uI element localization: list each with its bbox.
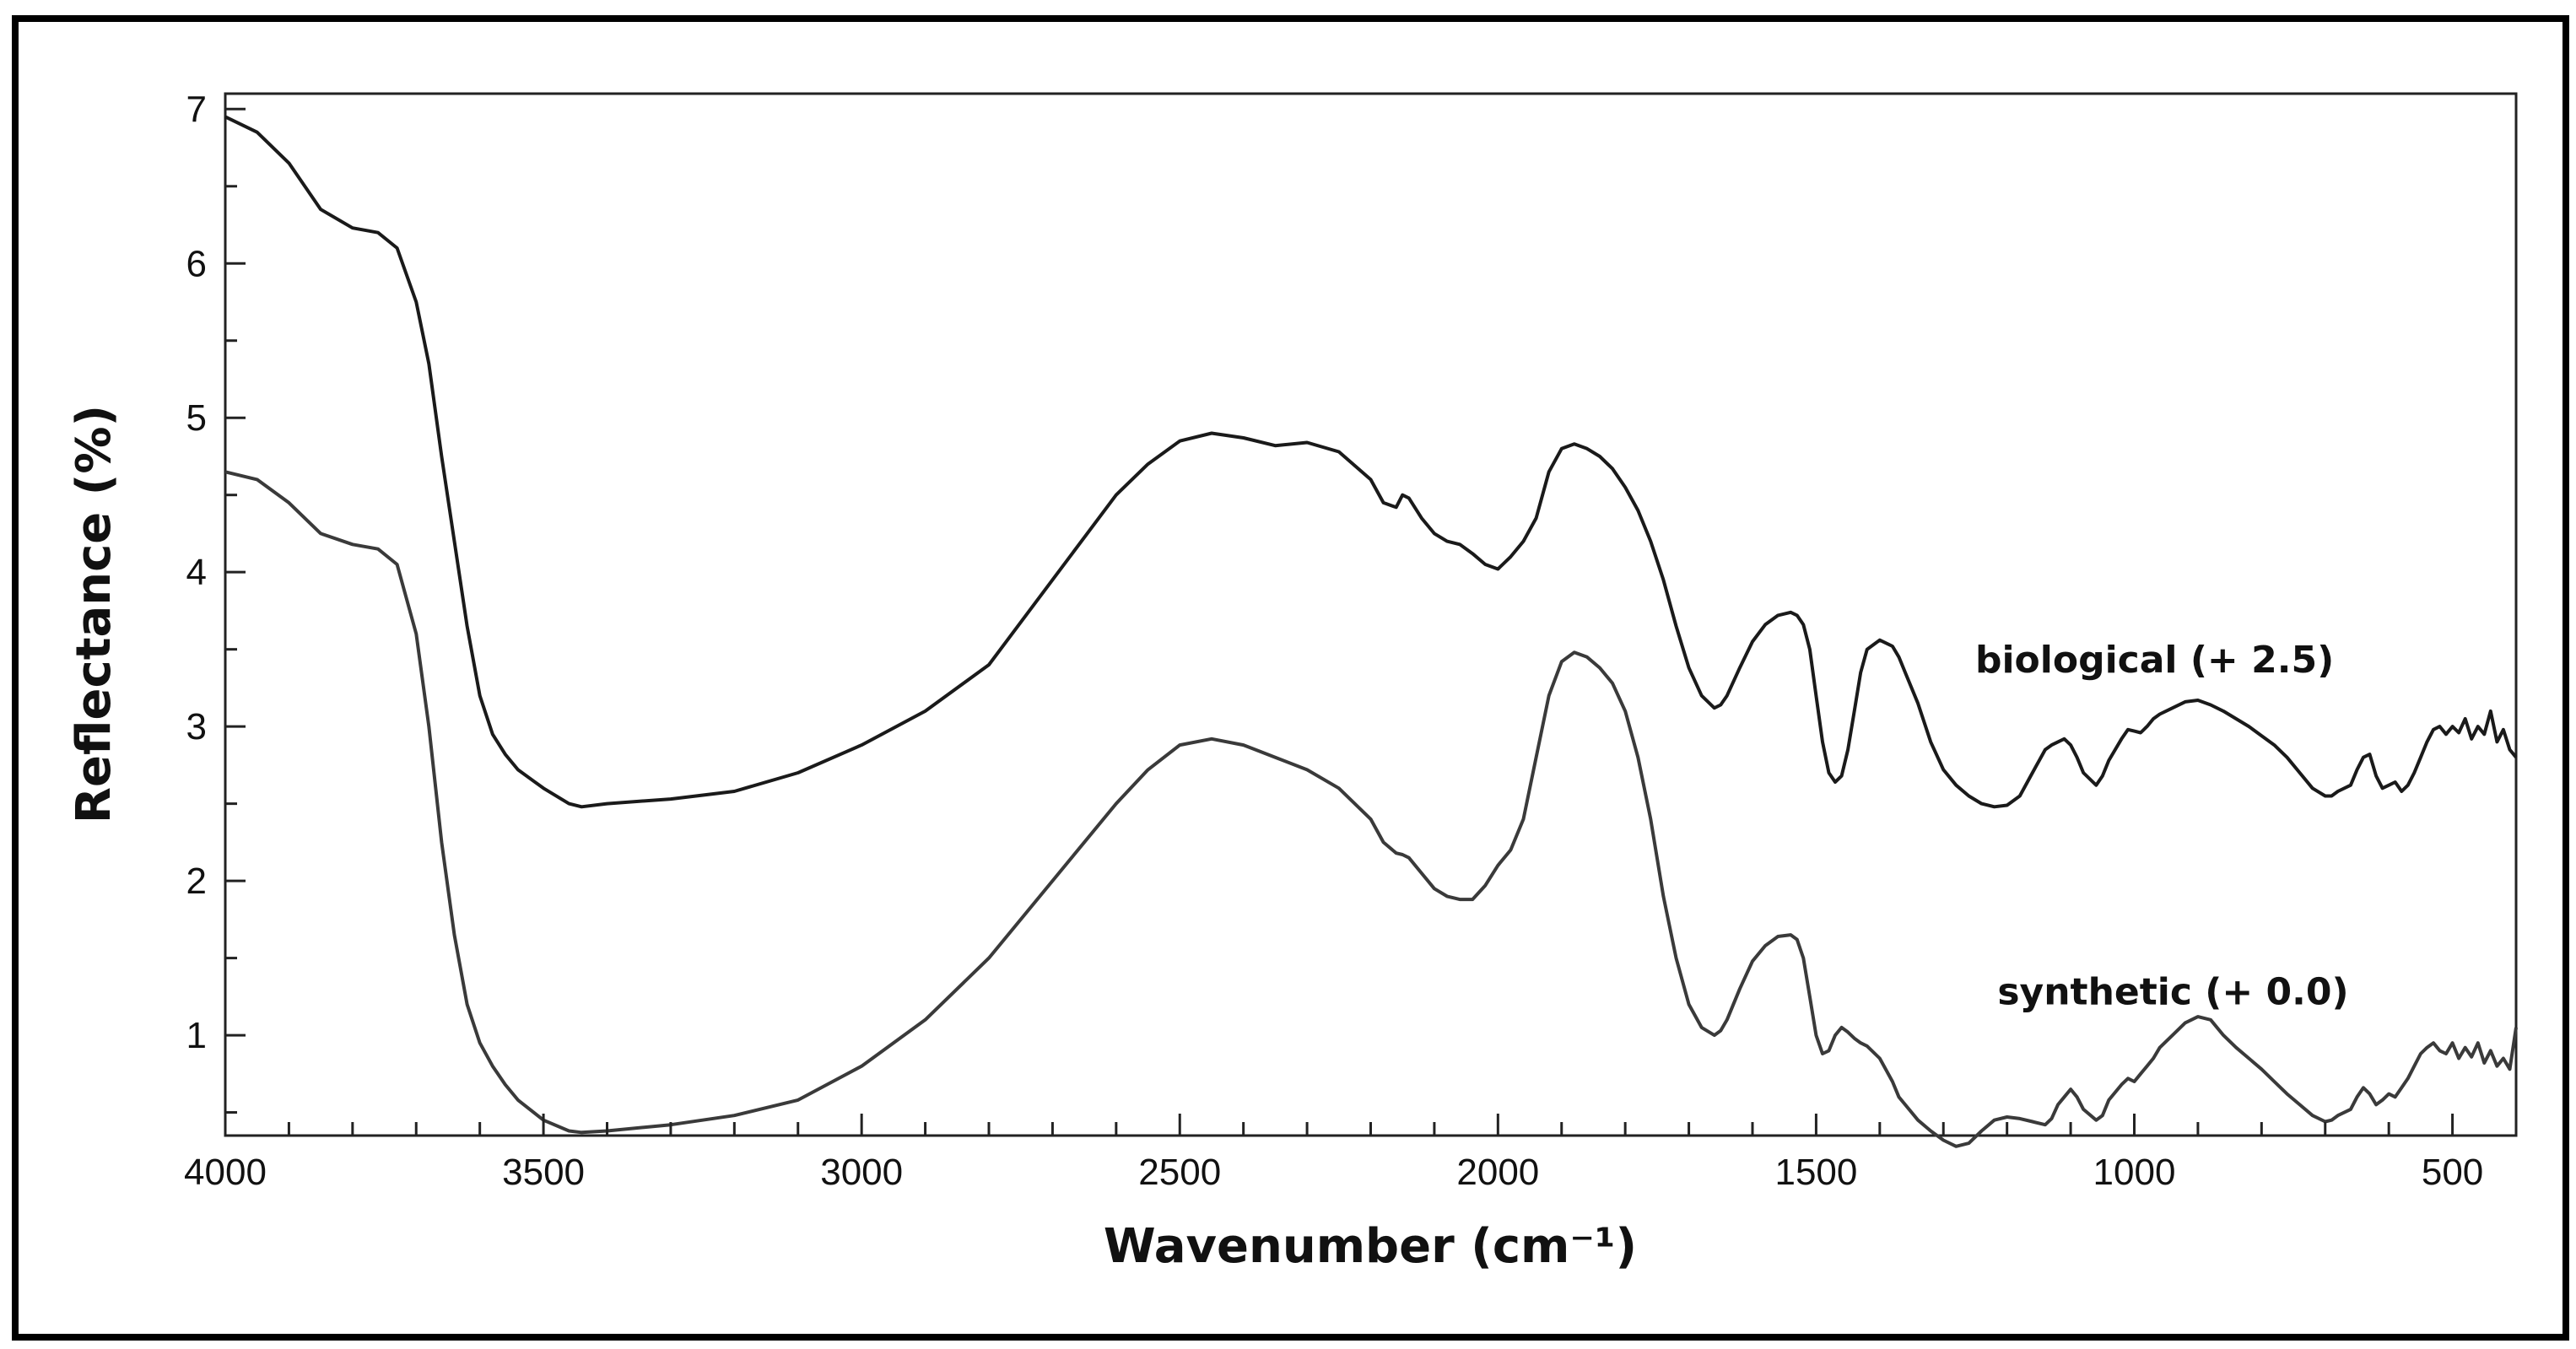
annotation-synthetic: synthetic (+ 0.0) [1997,970,2348,1013]
series-layer [224,115,2518,1148]
ir-spectrum-chart: 4000 3500 3000 2500 2000 1500 1000 500 1234567 … [67,89,2518,1274]
y-tick-label: 3 [186,706,207,747]
y-tick-label: 7 [186,89,207,130]
y-axis-title: Reflectance (%) [67,405,122,823]
y-tick-label: 5 [186,397,207,439]
x-tick-label: 1000 [2093,1152,2176,1193]
y-tick-label: 1 [186,1015,207,1056]
x-tick-label: 3500 [502,1152,585,1193]
series-line-1 [224,470,2518,1148]
y-tick-label: 2 [186,861,207,902]
x-axis-ticks: 4000 3500 3000 2500 2000 1500 1000 500 [184,1114,2483,1193]
x-tick-label: 3000 [820,1152,903,1193]
series-line-0 [224,115,2518,809]
x-axis-title: Wavenumber (cm⁻¹) [1104,1219,1637,1274]
x-tick-label: 2000 [1456,1152,1539,1193]
x-tick-label: 2500 [1138,1152,1221,1193]
y-axis-ticks: 1 2 3 4 5 6 7 [186,89,246,1114]
x-tick-label: 500 [2422,1152,2483,1193]
x-tick-label: 1500 [1774,1152,1857,1193]
annotation-biological: biological (+ 2.5) [1975,639,2334,682]
y-tick-label: 4 [186,552,207,593]
x-tick-label: 4000 [184,1152,267,1193]
y-tick-label: 6 [186,243,207,284]
